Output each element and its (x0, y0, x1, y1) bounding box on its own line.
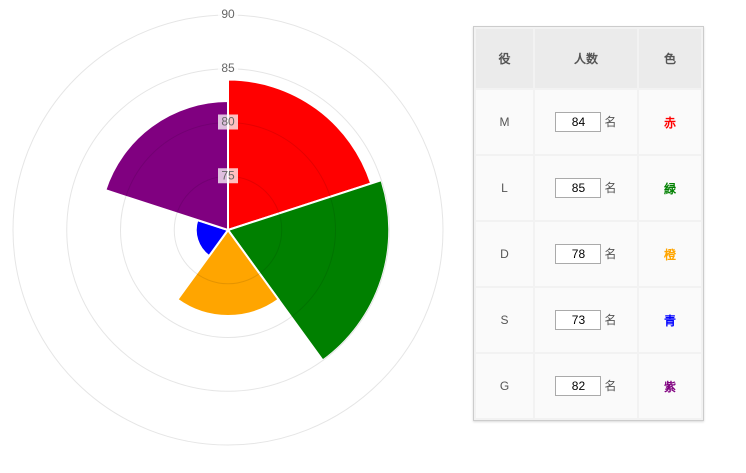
count-input[interactable] (555, 244, 602, 264)
table-row: G名紫 (476, 354, 701, 418)
count-cell: 名 (535, 156, 637, 220)
role-cell: D (476, 222, 533, 286)
wedge (104, 99, 229, 232)
unit-label: 名 (604, 379, 617, 393)
table-row: D名橙 (476, 222, 701, 286)
tick-backdrop (218, 7, 238, 22)
wedge (176, 228, 280, 317)
unit-label: 名 (604, 115, 617, 129)
tick-backdrop (218, 60, 238, 76)
unit-label: 名 (604, 181, 617, 195)
color-cell: 紫 (639, 354, 701, 418)
role-table: 役 人数 色 M名赤L名緑D名橙S名青G名紫 (473, 26, 704, 421)
r-tick-label: 90 (221, 7, 235, 21)
count-input[interactable] (555, 376, 602, 396)
r-tick-label: 80 (221, 115, 235, 129)
count-cell: 名 (535, 354, 637, 418)
count-cell: 名 (535, 222, 637, 286)
table-row: S名青 (476, 288, 701, 352)
count-input[interactable] (555, 112, 602, 132)
tick-backdrop (218, 114, 238, 130)
table-row: M名赤 (476, 90, 701, 154)
role-cell: L (476, 156, 533, 220)
unit-label: 名 (604, 313, 617, 327)
header-cell: 色 (639, 29, 701, 88)
header-cell: 役 (476, 29, 533, 88)
wedge (227, 78, 373, 232)
header-cell: 人数 (535, 29, 637, 88)
role-cell: G (476, 354, 533, 418)
color-cell: 赤 (639, 90, 701, 154)
role-cell: M (476, 90, 533, 154)
wedges (104, 78, 391, 362)
count-cell: 名 (535, 288, 637, 352)
role-cell: S (476, 288, 533, 352)
unit-label: 名 (604, 247, 617, 261)
tick-backdrop (218, 168, 238, 184)
wedge (226, 178, 391, 362)
count-input[interactable] (555, 178, 602, 198)
count-cell: 名 (535, 90, 637, 154)
color-cell: 青 (639, 288, 701, 352)
chart: 75 80 85 90 (12, 7, 444, 446)
count-input[interactable] (555, 310, 602, 330)
r-tick-label: 85 (221, 61, 235, 75)
r-tick-label: 75 (221, 168, 235, 182)
color-cell: 緑 (639, 156, 701, 220)
table-row: L名緑 (476, 156, 701, 220)
color-cell: 橙 (639, 222, 701, 286)
